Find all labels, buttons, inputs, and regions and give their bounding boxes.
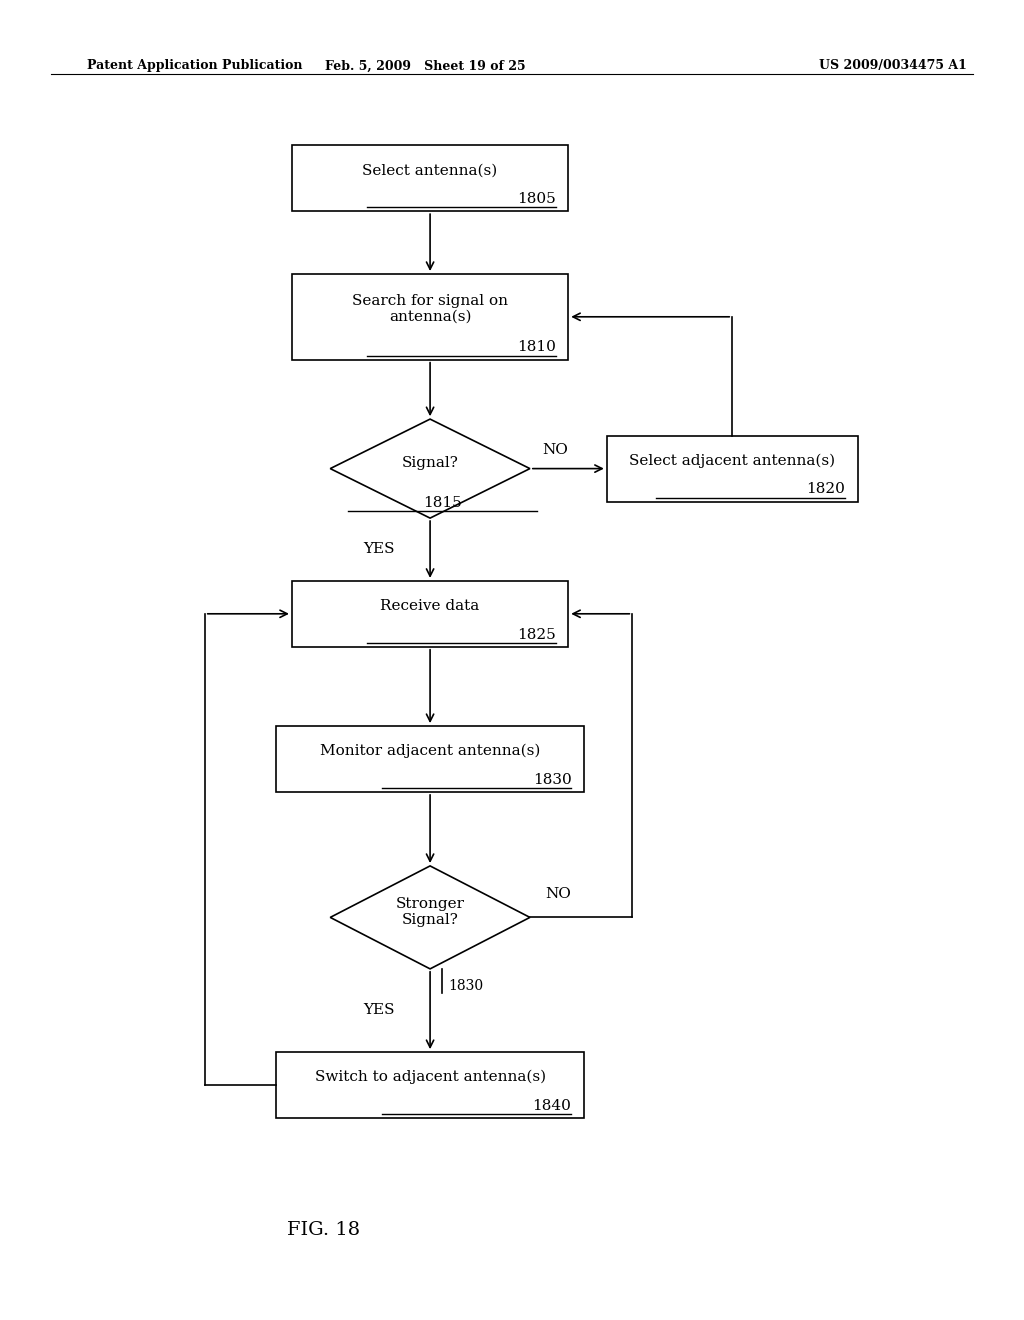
Text: YES: YES (364, 543, 394, 557)
FancyBboxPatch shape (606, 436, 858, 502)
Text: US 2009/0034475 A1: US 2009/0034475 A1 (819, 59, 967, 73)
Text: 1830: 1830 (532, 772, 571, 787)
Text: Receive data: Receive data (381, 599, 479, 612)
Text: 1840: 1840 (532, 1098, 571, 1113)
Text: YES: YES (364, 1003, 394, 1018)
Text: Feb. 5, 2009   Sheet 19 of 25: Feb. 5, 2009 Sheet 19 of 25 (325, 59, 525, 73)
Polygon shape (330, 420, 530, 517)
Text: Search for signal on
antenna(s): Search for signal on antenna(s) (352, 294, 508, 323)
FancyBboxPatch shape (276, 1052, 584, 1118)
Text: FIG. 18: FIG. 18 (287, 1221, 359, 1239)
Text: Monitor adjacent antenna(s): Monitor adjacent antenna(s) (319, 744, 541, 758)
Text: 1820: 1820 (807, 482, 845, 496)
Text: Select antenna(s): Select antenna(s) (362, 164, 498, 177)
FancyBboxPatch shape (292, 581, 568, 647)
Text: Switch to adjacent antenna(s): Switch to adjacent antenna(s) (314, 1071, 546, 1084)
Text: Stronger
Signal?: Stronger Signal? (395, 898, 465, 927)
FancyBboxPatch shape (292, 145, 568, 211)
Text: 1805: 1805 (517, 191, 556, 206)
Text: Signal?: Signal? (401, 457, 459, 470)
Text: NO: NO (543, 444, 568, 457)
Text: 1815: 1815 (423, 496, 462, 510)
Polygon shape (330, 866, 530, 969)
Text: Select adjacent antenna(s): Select adjacent antenna(s) (629, 454, 836, 467)
Text: 1810: 1810 (517, 341, 556, 354)
FancyBboxPatch shape (276, 726, 584, 792)
Text: 1825: 1825 (517, 627, 556, 642)
Text: NO: NO (545, 887, 571, 900)
Text: 1830: 1830 (449, 979, 483, 994)
FancyBboxPatch shape (292, 275, 568, 359)
Text: Patent Application Publication: Patent Application Publication (87, 59, 302, 73)
